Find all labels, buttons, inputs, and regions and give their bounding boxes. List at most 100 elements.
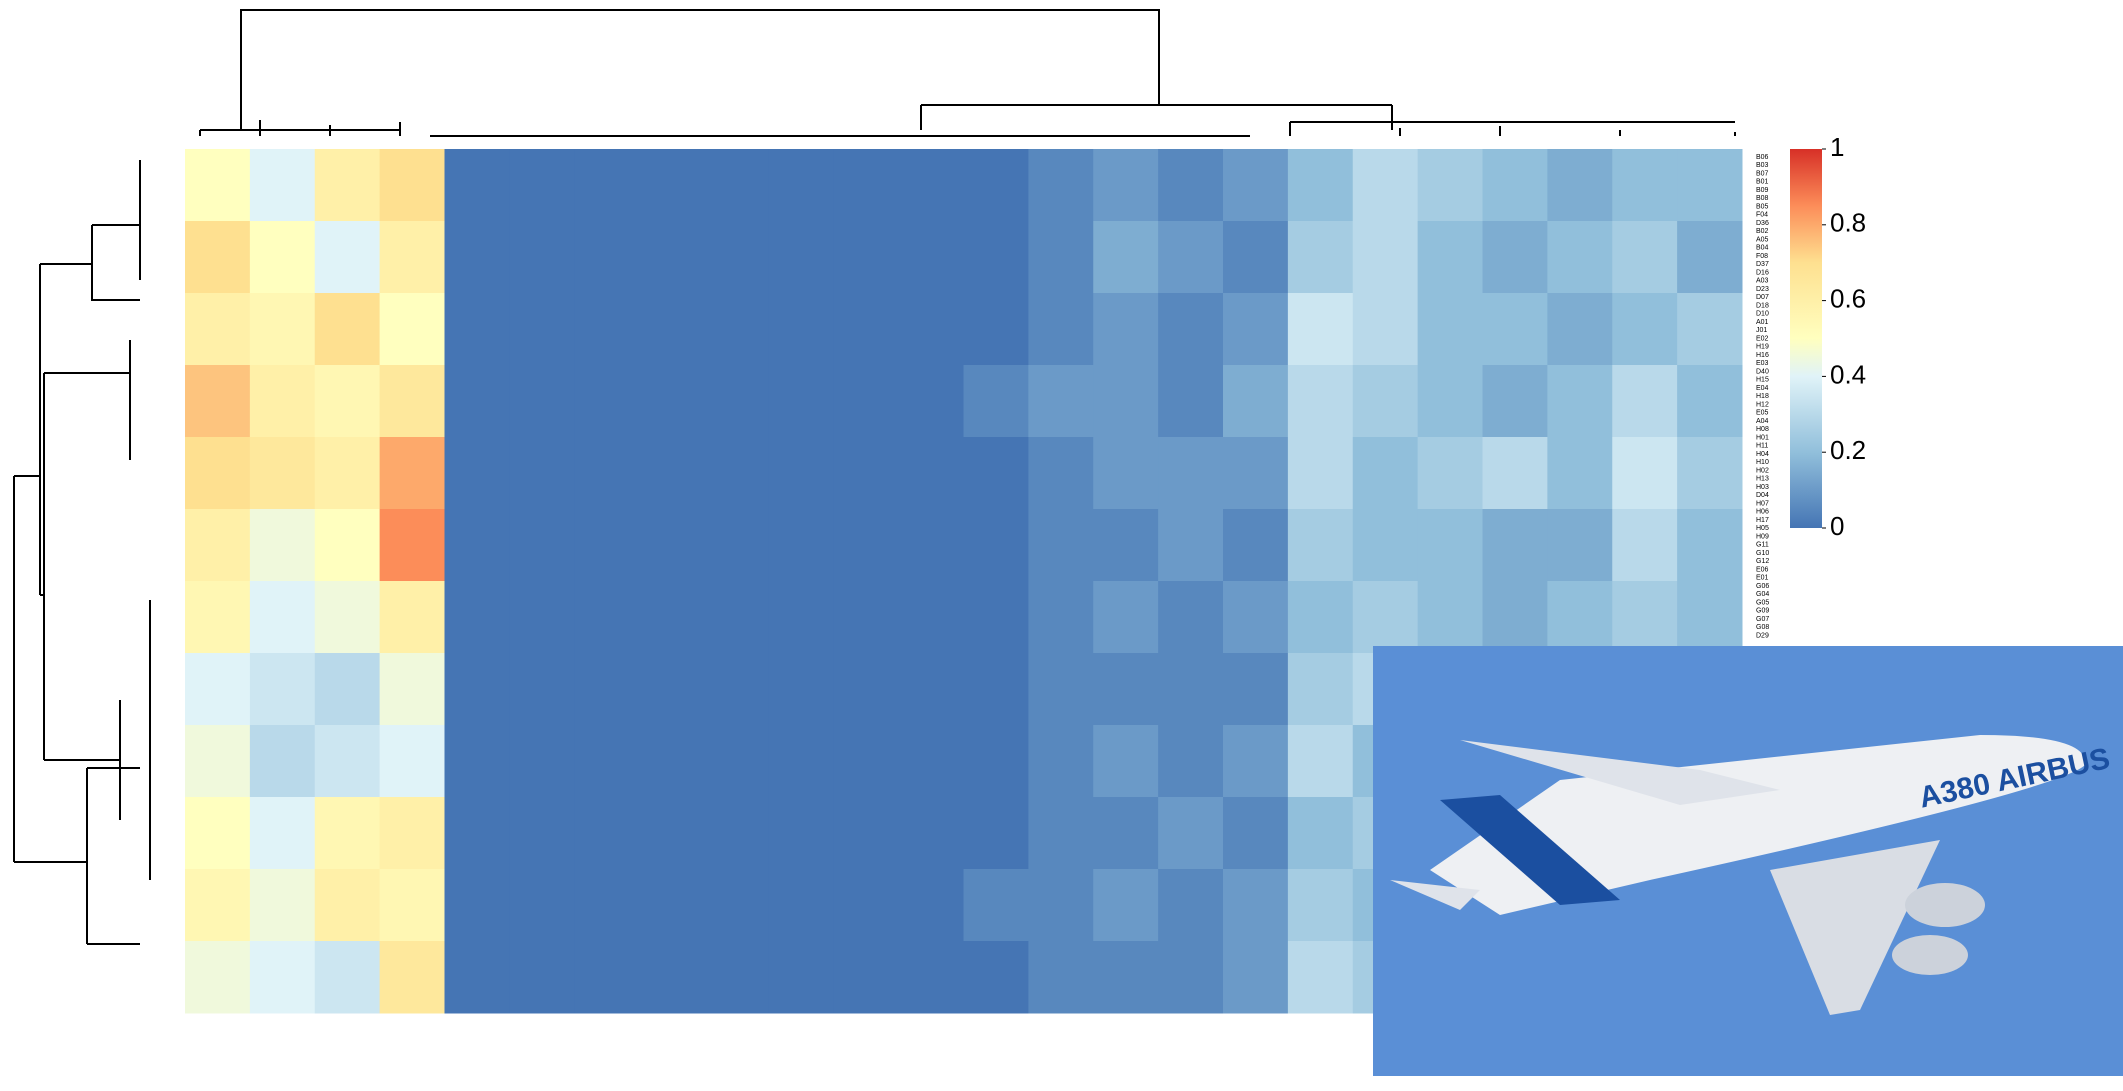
heatmap-cell: [379, 653, 445, 726]
heatmap-cell: [1482, 293, 1548, 366]
row-label: H06: [1756, 509, 1769, 516]
row-label: H02: [1756, 467, 1769, 474]
row-label: H12: [1756, 401, 1769, 408]
heatmap-cell: [379, 437, 445, 510]
heatmap-cell: [963, 725, 1029, 798]
heatmap-cell: [314, 581, 381, 654]
heatmap-cell: [574, 869, 640, 942]
heatmap-cell: [444, 869, 510, 942]
heatmap-cell: [704, 437, 770, 510]
heatmap-cell: [898, 509, 964, 582]
heatmap-cell: [1547, 293, 1613, 366]
heatmap-cell: [1417, 581, 1483, 654]
heatmap-cell: [1158, 293, 1224, 366]
heatmap-cell: [314, 869, 381, 942]
row-label: G10: [1756, 550, 1769, 557]
heatmap-cell: [639, 869, 705, 942]
heatmap-cell: [1547, 509, 1613, 582]
heatmap-cell: [1223, 581, 1289, 654]
heatmap-cell: [898, 437, 964, 510]
heatmap-cell: [249, 293, 316, 366]
heatmap-cell: [509, 365, 575, 438]
heatmap-cell: [1482, 221, 1548, 294]
heatmap-cell: [509, 221, 575, 294]
heatmap-cell: [1612, 221, 1678, 294]
heatmap-cell: [1028, 869, 1094, 942]
heatmap-cell: [1223, 509, 1289, 582]
heatmap-cell: [314, 365, 381, 438]
heatmap-cell: [574, 797, 640, 870]
row-label: G04: [1756, 591, 1769, 598]
heatmap-cell: [1223, 869, 1289, 942]
row-label: G07: [1756, 616, 1769, 623]
row-label: J01: [1756, 327, 1767, 334]
heatmap-cell: [963, 797, 1029, 870]
heatmap-cell: [1482, 149, 1548, 222]
heatmap-cell: [249, 869, 316, 942]
heatmap-cell: [768, 581, 835, 654]
row-label: H09: [1756, 533, 1769, 540]
heatmap-cell: [1158, 437, 1224, 510]
heatmap-cell: [509, 293, 575, 366]
heatmap-cell: [379, 149, 445, 222]
heatmap-cell: [1028, 653, 1094, 726]
heatmap-cell: [1028, 437, 1094, 510]
row-label: A05: [1756, 236, 1769, 243]
heatmap-cell: [1287, 437, 1354, 510]
row-label: H03: [1756, 484, 1769, 491]
heatmap-cell: [1158, 149, 1224, 222]
heatmap-cell: [1223, 653, 1289, 726]
heatmap-cell: [1093, 581, 1159, 654]
heatmap-cell: [1093, 509, 1159, 582]
row-label: H19: [1756, 344, 1769, 351]
heatmap-cell: [833, 149, 900, 222]
heatmap-cell: [1482, 581, 1548, 654]
row-label: H18: [1756, 393, 1769, 400]
heatmap-cell: [1223, 725, 1289, 798]
row-label: D18: [1756, 302, 1769, 309]
heatmap-cell: [379, 941, 445, 1014]
heatmap-cell: [185, 941, 251, 1014]
heatmap-cell: [185, 221, 251, 294]
heatmap-cell: [444, 149, 510, 222]
heatmap-cell: [963, 221, 1029, 294]
heatmap-cell: [704, 293, 770, 366]
heatmap-cell: [704, 509, 770, 582]
row-label: H01: [1756, 434, 1769, 441]
heatmap-cell: [574, 941, 640, 1014]
row-label: B06: [1756, 154, 1769, 161]
heatmap-cell: [639, 653, 705, 726]
heatmap-cell: [1028, 509, 1094, 582]
heatmap-cell: [898, 149, 964, 222]
row-label: D40: [1756, 368, 1769, 375]
heatmap-cell: [574, 581, 640, 654]
heatmap-cell: [379, 725, 445, 798]
heatmap-cell: [509, 869, 575, 942]
row-label: B07: [1756, 170, 1769, 177]
row-label: D36: [1756, 220, 1769, 227]
row-label: B08: [1756, 195, 1769, 202]
heatmap: [185, 149, 1743, 1014]
heatmap-cell: [1352, 365, 1419, 438]
heatmap-cell: [898, 221, 964, 294]
heatmap-cell: [185, 797, 251, 870]
heatmap-cell: [444, 581, 510, 654]
heatmap-cell: [1223, 221, 1289, 294]
heatmap-cell: [639, 437, 705, 510]
heatmap-cell: [963, 869, 1029, 942]
row-label: H13: [1756, 476, 1769, 483]
heatmap-cell: [1287, 365, 1354, 438]
heatmap-cell: [1093, 653, 1159, 726]
heatmap-cell: [185, 365, 251, 438]
airplane-photo: A380 AIRBUS: [1373, 646, 2123, 1076]
heatmap-cell: [574, 293, 640, 366]
heatmap-cell: [1093, 437, 1159, 510]
heatmap-cell: [1158, 941, 1224, 1014]
heatmap-cell: [314, 725, 381, 798]
heatmap-cell: [574, 149, 640, 222]
row-label: E02: [1756, 335, 1769, 342]
row-label: E01: [1756, 575, 1769, 582]
heatmap-cell: [444, 941, 510, 1014]
heatmap-cell: [639, 725, 705, 798]
